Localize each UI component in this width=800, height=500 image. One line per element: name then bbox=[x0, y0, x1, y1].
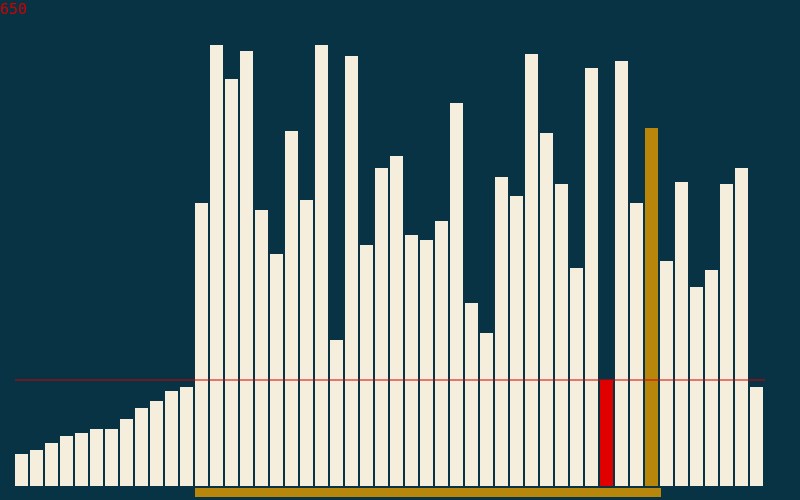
bar bbox=[240, 51, 253, 486]
bar bbox=[495, 177, 508, 486]
bar bbox=[360, 245, 373, 486]
bar bbox=[525, 54, 538, 486]
bar bbox=[690, 287, 703, 486]
bar bbox=[165, 391, 178, 486]
bar bbox=[570, 268, 583, 486]
bar bbox=[435, 221, 448, 486]
bar bbox=[330, 340, 343, 486]
bar bbox=[300, 200, 313, 486]
bar bbox=[750, 387, 763, 486]
bar bbox=[60, 436, 73, 486]
bar bbox=[450, 103, 463, 486]
bar bbox=[210, 45, 223, 486]
bar bbox=[465, 303, 478, 486]
bar-compare bbox=[600, 380, 613, 486]
bar bbox=[195, 203, 208, 486]
bar bbox=[15, 454, 28, 486]
bar bbox=[720, 184, 733, 486]
bar bbox=[75, 433, 88, 486]
bar bbox=[315, 45, 328, 486]
active-range-indicator bbox=[195, 488, 661, 497]
bar bbox=[510, 196, 523, 486]
bars-group bbox=[15, 45, 763, 486]
bar bbox=[555, 184, 568, 486]
bar bbox=[420, 240, 433, 486]
bar bbox=[30, 450, 43, 486]
bar bbox=[585, 68, 598, 486]
bar bbox=[150, 401, 163, 486]
bar bbox=[630, 203, 643, 486]
bar bbox=[135, 408, 148, 486]
bar bbox=[375, 168, 388, 486]
bar bbox=[405, 235, 418, 486]
bar bbox=[480, 333, 493, 486]
bar bbox=[285, 131, 298, 486]
bar bbox=[735, 168, 748, 486]
bar bbox=[120, 419, 133, 486]
bar bbox=[660, 261, 673, 486]
bar bbox=[255, 210, 268, 486]
comparison-counter: 650 bbox=[0, 0, 28, 18]
bar bbox=[270, 254, 283, 486]
bar bbox=[705, 270, 718, 486]
bar bbox=[225, 79, 238, 486]
bar bbox=[675, 182, 688, 486]
bar bbox=[615, 61, 628, 486]
bar bbox=[390, 156, 403, 486]
bar bbox=[180, 387, 193, 486]
bar-pivot bbox=[645, 128, 658, 486]
bar bbox=[90, 429, 103, 486]
bar bbox=[105, 429, 118, 486]
bar bbox=[540, 133, 553, 486]
bar bbox=[45, 443, 58, 486]
bar bbox=[345, 56, 358, 486]
